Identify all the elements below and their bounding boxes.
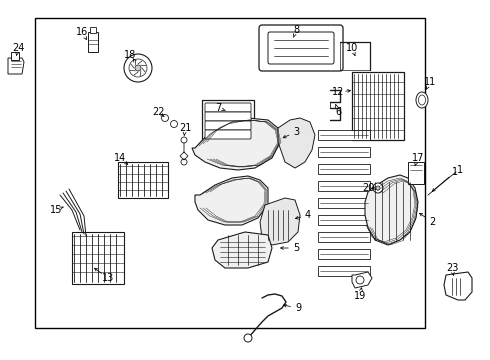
Polygon shape	[192, 118, 280, 170]
Bar	[11, 52, 19, 60]
Bar	[90, 27, 96, 33]
Circle shape	[376, 186, 380, 190]
Text: 1: 1	[452, 167, 458, 177]
Text: 1: 1	[457, 165, 463, 175]
Text: 6: 6	[335, 107, 341, 117]
Bar	[408, 162, 424, 184]
Polygon shape	[365, 175, 418, 245]
Bar	[318, 181, 370, 191]
Ellipse shape	[418, 95, 425, 105]
Text: 7: 7	[215, 103, 221, 113]
Circle shape	[356, 276, 364, 284]
Text: 18: 18	[124, 50, 136, 60]
Text: 17: 17	[412, 153, 424, 163]
Polygon shape	[212, 232, 272, 268]
Polygon shape	[260, 198, 300, 245]
Circle shape	[373, 183, 383, 193]
Text: 22: 22	[152, 107, 164, 117]
Circle shape	[181, 159, 187, 165]
Bar	[318, 147, 370, 157]
Polygon shape	[8, 58, 24, 74]
FancyBboxPatch shape	[205, 103, 251, 112]
Circle shape	[129, 59, 147, 77]
Ellipse shape	[416, 92, 428, 108]
FancyBboxPatch shape	[205, 130, 251, 139]
Polygon shape	[444, 272, 472, 300]
Text: 13: 13	[102, 273, 114, 283]
Bar	[118, 162, 168, 198]
Bar	[352, 72, 404, 140]
Text: 4: 4	[305, 210, 311, 220]
Circle shape	[162, 114, 169, 122]
Bar	[318, 198, 370, 208]
Text: 20: 20	[362, 183, 374, 193]
Text: 2: 2	[429, 217, 435, 227]
Circle shape	[135, 65, 141, 71]
Text: 15: 15	[50, 205, 62, 215]
Bar	[318, 249, 370, 259]
Text: 3: 3	[293, 127, 299, 137]
Polygon shape	[195, 176, 268, 225]
Text: 5: 5	[293, 243, 299, 253]
Circle shape	[244, 334, 252, 342]
FancyBboxPatch shape	[205, 112, 251, 121]
Text: 8: 8	[293, 25, 299, 35]
FancyBboxPatch shape	[268, 32, 334, 64]
Text: 12: 12	[332, 87, 344, 97]
Bar	[202, 100, 254, 144]
Circle shape	[124, 54, 152, 82]
FancyBboxPatch shape	[259, 25, 343, 71]
Polygon shape	[278, 118, 315, 168]
Text: 10: 10	[346, 43, 358, 53]
Bar	[318, 164, 370, 174]
Text: 19: 19	[354, 291, 366, 301]
Text: 16: 16	[76, 27, 88, 37]
Text: 21: 21	[179, 123, 191, 133]
Polygon shape	[88, 32, 98, 52]
Bar	[318, 266, 370, 276]
Circle shape	[181, 137, 187, 143]
Bar	[72, 232, 124, 284]
Bar	[318, 215, 370, 225]
Text: 24: 24	[12, 43, 24, 53]
Bar	[35, 18, 425, 328]
Text: 14: 14	[114, 153, 126, 163]
Text: 23: 23	[446, 263, 458, 273]
Text: 9: 9	[295, 303, 301, 313]
Circle shape	[171, 121, 177, 127]
Text: 11: 11	[424, 77, 436, 87]
FancyBboxPatch shape	[205, 121, 251, 130]
Bar	[318, 130, 370, 140]
Polygon shape	[352, 272, 372, 288]
Bar	[318, 232, 370, 242]
